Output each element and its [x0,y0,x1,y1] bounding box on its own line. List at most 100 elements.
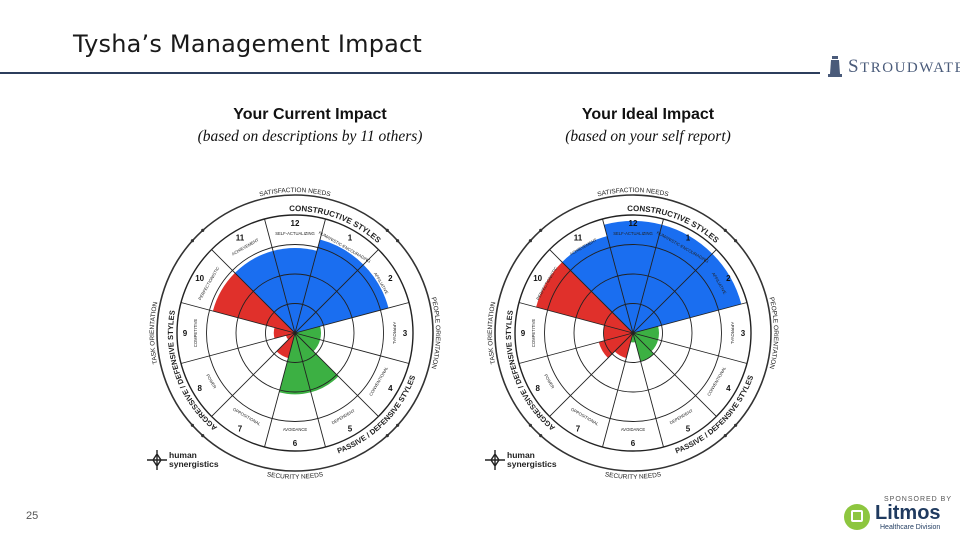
publisher-line1: human [507,450,535,460]
style-sector-3 [295,326,321,340]
current-impact-panel: Your Current Impact (based on descriptio… [145,100,475,495]
style-sector-10 [212,272,295,333]
outer-ring [156,194,434,472]
publisher-line2: synergistics [507,459,557,469]
style-sector-12 [273,248,317,333]
arc-arrow-tip [201,228,205,232]
segment-number-5: 5 [348,424,353,433]
spoke [294,332,326,448]
arc-arrow-tip [190,423,194,427]
arc-arrow-tip [539,434,543,438]
style-sector-8 [598,333,633,358]
people-orientation-label: PEOPLE ORIENTATION [429,296,441,369]
spoke [180,332,296,364]
spoke [264,332,296,448]
ideal-impact-circumplex: SATISFACTION NEEDS TASK ORIENTATION PEOPLE… [485,187,779,481]
style-sector-1 [295,239,364,333]
slide-title: Tysha’s Management Impact [73,30,423,58]
lighthouse-icon [828,56,842,77]
spoke [294,332,379,417]
segment-number-12: 12 [291,219,300,228]
segment-name-3: APPROVAL [730,322,735,345]
style-sector-10 [536,262,633,333]
task-orientation-label: TASK ORIENTATION [149,301,159,365]
satisfaction-needs-label: SATISFACTION NEEDS [597,187,670,199]
satisfaction-needs-label: SATISFACTION NEEDS [259,187,332,199]
segment-number-11: 11 [236,234,245,243]
litmos-icon [844,504,870,530]
percentile-ring-3 [206,244,384,422]
stroudwater-logo: STROUDWATER [826,52,960,78]
segment-number-2: 2 [726,274,731,283]
style-sector-9 [603,325,633,341]
segment-number-9: 9 [183,329,188,338]
segment-number-4: 4 [388,384,393,393]
publisher-line1: human [169,450,197,460]
segment-name-6: AVOIDANCE [283,427,308,432]
spoke [602,332,634,448]
arc-arrow-tip [734,423,738,427]
arc-arrow-tip [528,423,532,427]
style-sector-11 [562,236,633,333]
spoke [180,302,296,334]
segment-number-8: 8 [197,384,202,393]
segment-number-7: 7 [238,424,243,433]
segment-number-3: 3 [741,329,746,338]
style-sector-9 [273,327,295,339]
segment-name-12: SELF-ACTUALIZING [613,231,653,236]
style-sector-4 [633,333,659,352]
percentile-ring-1 [265,303,325,363]
current-impact-circumplex: SATISFACTION NEEDS TASK ORIENTATION PEOPLE… [147,187,441,481]
spoke [632,302,748,334]
percentile-ring-3 [544,244,722,422]
segment-number-6: 6 [631,439,636,448]
people-orientation-label: PEOPLE ORIENTATION [767,296,779,369]
segment-number-11: 11 [574,234,583,243]
spoke [602,218,634,334]
spoke [632,218,664,334]
spoke [518,302,634,334]
style-sector-5 [295,333,339,393]
spoke [632,249,717,334]
litmos-sponsor-logo: SPONSORED BY Litmos Healthcare Division [842,496,952,536]
spoke [518,332,634,364]
publisher-line2: synergistics [169,459,219,469]
style-sector-6 [630,333,636,343]
page-number: 25 [26,510,39,522]
spoke [632,332,664,448]
arc-arrow-tip [723,434,727,438]
sponsor-division: Healthcare Division [880,524,941,531]
segment-number-8: 8 [535,384,540,393]
synergistics-star-icon [147,450,167,470]
spoke [294,218,326,334]
ideal-impact-subtitle: (based on your self report) [565,128,731,145]
segment-name-9: COMPETITIVE [531,319,536,348]
spoke [294,302,410,334]
spoke [264,218,296,334]
style-sector-4 [295,333,321,352]
style-sector-6 [279,333,311,395]
segment-name-3: APPROVAL [392,322,397,345]
style-sector-3 [633,326,659,340]
segment-name-6: AVOIDANCE [621,427,646,432]
style-sector-5 [633,333,654,362]
arc-arrow-tip [385,434,389,438]
spoke [211,332,296,417]
segment-number-2: 2 [388,274,393,283]
arc-arrow-tip [396,423,400,427]
segment-number-9: 9 [521,329,526,338]
style-sector-7 [276,333,295,359]
ideal-impact-panel: Your Ideal Impact (based on your self re… [483,100,813,495]
spoke [549,249,634,334]
arc-arrow-tip [190,239,194,243]
segment-number-10: 10 [195,274,204,283]
security-needs-label: SECURITY NEEDS [266,471,324,481]
spoke [632,332,748,364]
percentile-ring-2 [235,273,355,393]
title-divider [0,72,820,74]
style-sector-7 [614,333,633,359]
segment-number-6: 6 [293,439,298,448]
brand-initial: S [848,56,861,77]
style-sector-1 [633,224,713,333]
